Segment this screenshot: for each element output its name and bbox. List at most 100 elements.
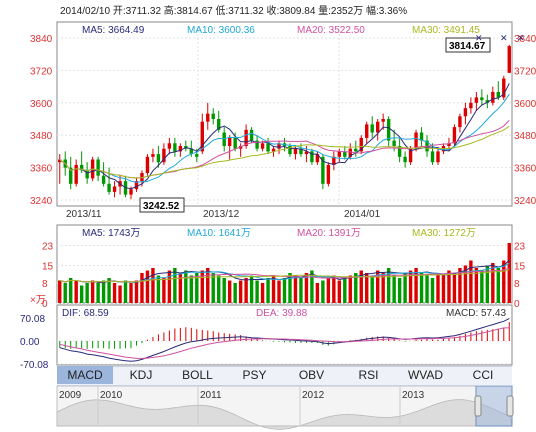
- xtick-2013-11: 2013/11: [66, 209, 102, 220]
- macd-dea: DEA: 39.88: [256, 308, 308, 319]
- volume-bar: [238, 280, 243, 303]
- candle-body: [370, 124, 374, 133]
- candle-body: [156, 154, 161, 163]
- volume-bar: [101, 280, 106, 303]
- macd-ytick-left: -70.08: [20, 360, 49, 371]
- volume-bar: [326, 278, 331, 303]
- vol-legend-ma5: MA5: 1743万: [82, 228, 140, 239]
- volume-bar: [271, 275, 276, 303]
- candle-body: [107, 183, 111, 192]
- legend-ma30: MA30: 3491.45: [412, 25, 480, 36]
- volume-bar: [458, 268, 462, 303]
- volume-bar: [315, 283, 320, 303]
- candle-body: [502, 78, 506, 98]
- tab-rsi[interactable]: RSI: [358, 368, 379, 382]
- volume-bar: [162, 278, 166, 303]
- candle-body: [343, 151, 347, 157]
- volume-bar: [414, 268, 418, 303]
- volume-bar: [491, 263, 495, 303]
- overview-line: [56, 399, 513, 430]
- candle-body: [178, 146, 183, 152]
- volume-bar: [436, 273, 440, 303]
- legend-ma5: MA5: 3664.49: [82, 25, 145, 36]
- price-ytick-left: 3840: [30, 34, 53, 45]
- overview-handle-left[interactable]: [474, 395, 482, 417]
- price-ytick-right: 3360: [514, 164, 536, 175]
- volume-bar: [156, 275, 161, 303]
- ma10-line: [59, 93, 510, 183]
- low-label-box: [139, 197, 185, 213]
- legend-ma20: MA20: 3522.50: [297, 25, 365, 36]
- header-quote: 2014/02/10 开:3711.32 高:3814.67 低:3711.32…: [60, 4, 407, 17]
- candle-body: [485, 100, 490, 103]
- tab-boll[interactable]: BOLL: [182, 368, 213, 382]
- dif-line: [59, 318, 510, 362]
- macd-panel: [56, 304, 513, 366]
- volume-bar: [178, 273, 183, 303]
- overview-handle-right[interactable]: [506, 395, 514, 417]
- volume-bar: [375, 270, 380, 303]
- volume-bar: [118, 285, 122, 303]
- tab-cci[interactable]: CCI: [472, 368, 494, 382]
- price-ytick-right: 3720: [514, 66, 536, 77]
- candle-body: [326, 164, 331, 184]
- tab-obv[interactable]: OBV: [298, 368, 325, 382]
- candle-body: [74, 164, 78, 184]
- volume-bar: [441, 275, 446, 303]
- candle-body: [463, 108, 468, 117]
- candle-body: [134, 181, 139, 190]
- price-ytick-right: 3840: [514, 34, 536, 45]
- candle-body: [474, 97, 479, 103]
- zoom-out-icon[interactable]: ✕: [500, 33, 508, 43]
- tab-kdj[interactable]: KDJ: [129, 368, 153, 382]
- candle-body: [277, 143, 281, 149]
- candle-body: [348, 148, 352, 157]
- candle-body: [310, 151, 314, 163]
- candle-body: [140, 173, 144, 182]
- volume-bar: [96, 283, 100, 303]
- volume-bar: [310, 270, 314, 303]
- candle-body: [227, 137, 232, 146]
- volume-bar: [392, 275, 396, 303]
- candle-body: [304, 151, 309, 155]
- candle-body: [222, 132, 226, 146]
- tab-psy[interactable]: PSY: [242, 368, 267, 382]
- volume-bar: [485, 265, 490, 303]
- indicator-tabbar: [57, 366, 512, 386]
- close-icon[interactable]: ✕: [517, 33, 525, 43]
- macd-ytick-left: 70.08: [20, 314, 45, 325]
- candle-body: [447, 143, 451, 146]
- candle-body: [271, 148, 276, 152]
- price-ytick-right: 3240: [514, 196, 536, 207]
- zoom-in-icon[interactable]: ✕: [475, 33, 483, 43]
- volume-bar: [474, 268, 479, 303]
- volume-bar: [90, 280, 95, 303]
- candle-body: [408, 148, 413, 163]
- volume-bar: [463, 265, 468, 303]
- volume-bar: [173, 268, 177, 303]
- candle-body: [392, 140, 396, 146]
- candle-body: [244, 129, 248, 146]
- xtick-2014-01: 2014/01: [344, 209, 381, 220]
- volume-bar: [200, 270, 204, 303]
- candle-body: [332, 156, 336, 165]
- macd-ytick-left: 0.00: [20, 337, 40, 348]
- volume-bar: [408, 270, 413, 303]
- candle-body: [315, 154, 320, 163]
- volume-bar: [244, 278, 248, 303]
- volume-bar: [337, 280, 342, 303]
- volume-bar: [332, 275, 336, 303]
- tab-macd[interactable]: MACD: [57, 366, 113, 384]
- overview-year: 2012: [302, 390, 325, 401]
- vol-legend-ma30: MA30: 1272万: [412, 228, 476, 239]
- volume-bar: [447, 270, 451, 303]
- high-label: 3814.67: [449, 41, 486, 52]
- price-ytick-left: 3600: [30, 99, 53, 110]
- candle-body: [189, 148, 194, 155]
- vol-ytick-left: 0: [42, 299, 48, 310]
- volume-bar: [222, 278, 226, 303]
- candle-body: [480, 97, 484, 101]
- tab-wvad[interactable]: WVAD: [407, 368, 444, 382]
- candle-body: [173, 143, 177, 152]
- dea-line: [59, 327, 510, 359]
